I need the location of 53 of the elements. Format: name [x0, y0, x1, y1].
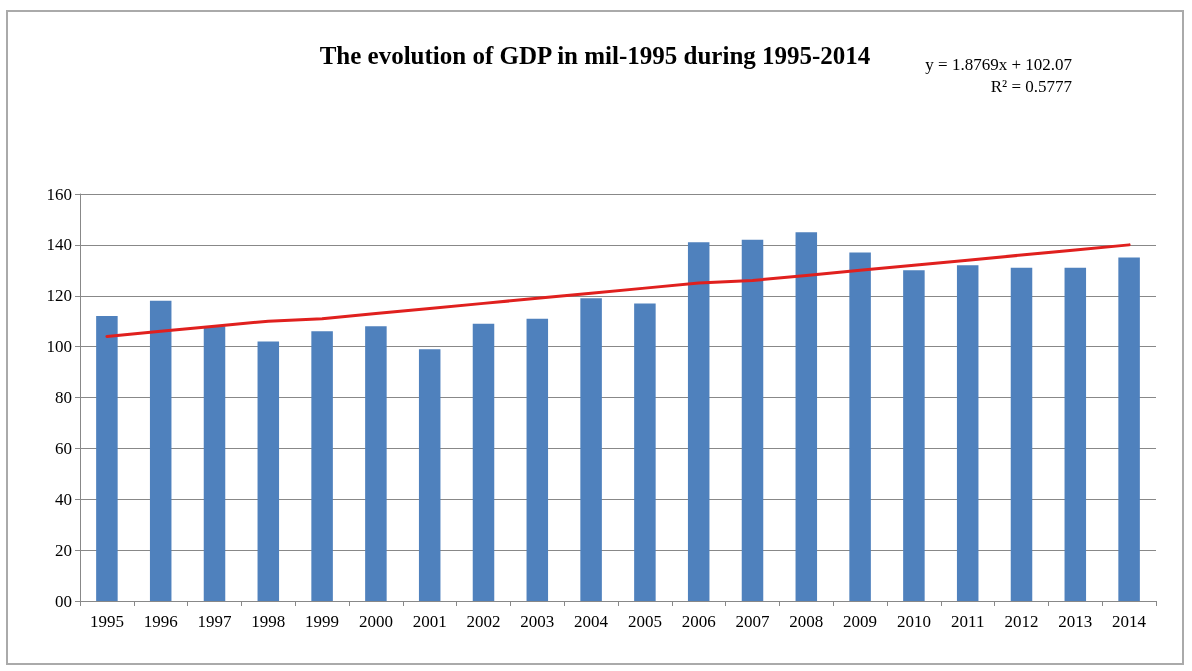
- text: R² = 0.5777: [990, 77, 1073, 96]
- bar: [1064, 267, 1087, 601]
- bar: [849, 252, 871, 601]
- x-tick-label: 2009: [843, 612, 878, 631]
- x-tick-label: 2012: [1004, 612, 1039, 631]
- bar: [741, 239, 764, 601]
- y-tick-label: 100: [46, 337, 72, 357]
- y-tick-label: 140: [46, 235, 72, 255]
- x-tick-label: 2013: [1058, 612, 1093, 631]
- x-tick-label: 1996: [143, 612, 178, 631]
- bar: [634, 303, 656, 601]
- x-tick-label: 2006: [681, 612, 716, 631]
- bar: [472, 323, 495, 601]
- x-tick-label: 2008: [789, 612, 824, 631]
- bar: [956, 265, 979, 601]
- bar: [257, 341, 280, 601]
- x-tick-label: 2014: [1112, 612, 1147, 631]
- x-tick-label: 2001: [412, 612, 447, 631]
- x-tick-label: 2000: [358, 612, 393, 631]
- y-tick-label: 60: [55, 438, 72, 458]
- x-tick-label: 1998: [251, 612, 286, 631]
- y-tick-label: 80: [55, 388, 72, 407]
- bar: [903, 270, 925, 601]
- x-tick-label: 2004: [574, 612, 609, 631]
- bar: [311, 331, 333, 601]
- bar: [418, 349, 441, 601]
- y-tick-label: 40: [55, 489, 72, 509]
- bar: [580, 298, 602, 601]
- bar: [1118, 257, 1140, 601]
- x-tick-label: 1995: [89, 612, 124, 631]
- x-tick-label: 1999: [305, 612, 340, 631]
- y-tick-label: 120: [46, 286, 72, 306]
- bar: [526, 318, 549, 601]
- line-series: [105, 243, 1131, 338]
- bar: [203, 326, 226, 601]
- text: y = 1.8769x + 102.07: [925, 55, 1073, 74]
- bar: [687, 242, 710, 601]
- y-tick-label: 160: [46, 184, 72, 204]
- y-tick-label: 00: [55, 591, 72, 611]
- chart-title: The evolution of GDP in mil-1995 during 1995-2014: [319, 42, 871, 69]
- x-tick-label: 2007: [735, 612, 770, 631]
- x-tick-label: 2005: [627, 612, 662, 631]
- x-tick-label: 2003: [520, 612, 555, 631]
- x-tick-label: 2011: [951, 612, 985, 631]
- bar: [1010, 267, 1033, 601]
- bar: [96, 316, 118, 601]
- y-tick-label: 20: [55, 540, 72, 560]
- bar: [795, 232, 818, 601]
- bar: [149, 300, 172, 601]
- x-tick-label: 1997: [197, 612, 232, 631]
- bar: [365, 326, 387, 601]
- x-tick-label: 2002: [466, 612, 501, 631]
- x-tick-label: 2010: [896, 612, 931, 631]
